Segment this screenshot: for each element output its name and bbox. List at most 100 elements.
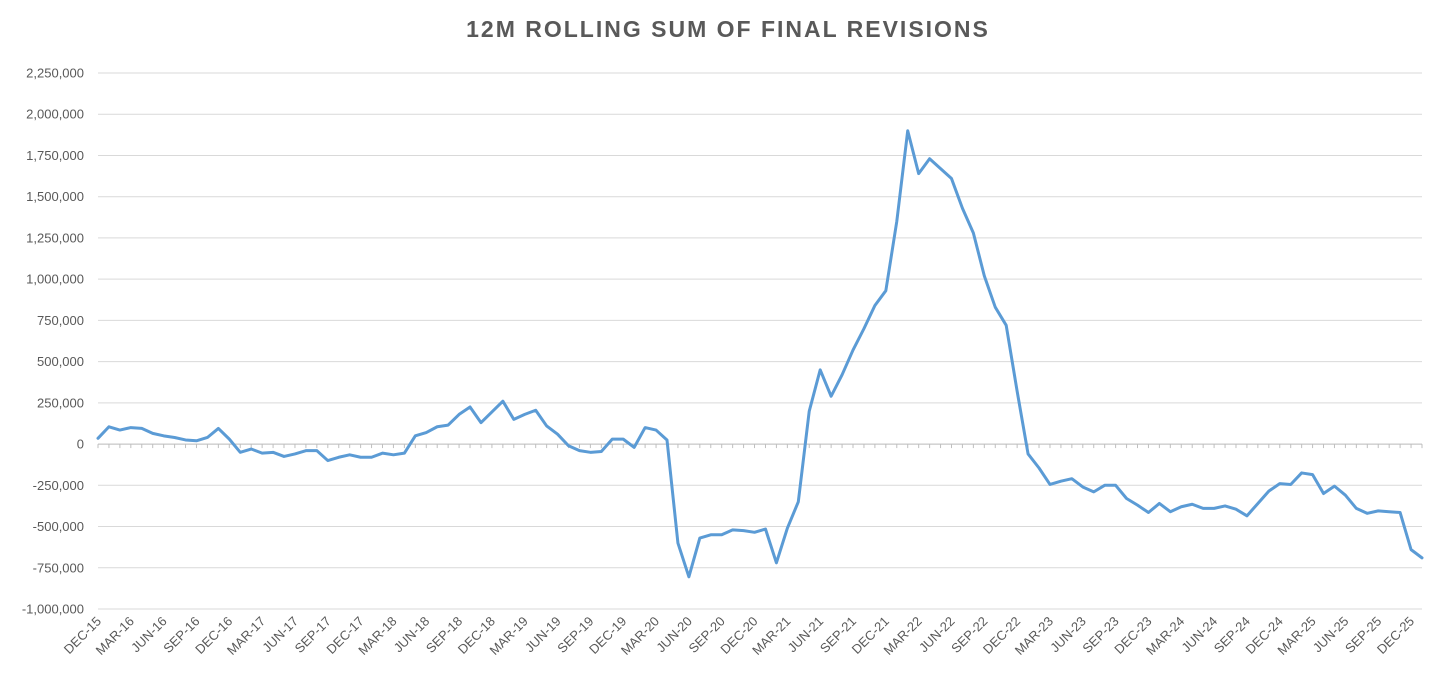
data-point [261, 452, 264, 455]
data-point [644, 426, 647, 429]
series-line [96, 129, 1424, 579]
data-point [272, 451, 275, 454]
data-point [928, 157, 931, 160]
data-point [742, 529, 745, 532]
data-point [195, 439, 198, 442]
gridlines [98, 72, 1422, 610]
data-point [107, 425, 110, 428]
data-point [1048, 483, 1051, 486]
data-point [862, 327, 865, 330]
data-point [1191, 503, 1194, 506]
data-point [239, 451, 242, 454]
data-point [578, 449, 581, 452]
data-point [490, 410, 493, 413]
data-point [917, 172, 920, 175]
y-tick-label: 500,000 [37, 354, 84, 369]
data-point [589, 451, 592, 454]
data-point [906, 129, 909, 132]
data-point [1114, 484, 1117, 487]
data-point [545, 424, 548, 427]
data-point [1234, 508, 1237, 511]
data-point [1136, 504, 1139, 507]
data-point [359, 456, 362, 459]
data-point [1388, 510, 1391, 513]
data-point [501, 400, 504, 403]
data-point [797, 500, 800, 503]
data-point [775, 561, 778, 564]
x-axis-labels: DEC-15MAR-16JUN-16SEP-16DEC-16MAR-17JUN-… [61, 614, 1417, 658]
data-point [206, 436, 209, 439]
data-point [895, 220, 898, 223]
data-point [370, 456, 373, 459]
data-point [534, 409, 537, 412]
data-point [1366, 512, 1369, 515]
data-point [129, 426, 132, 429]
data-point [118, 429, 121, 432]
data-point [1125, 497, 1128, 500]
data-point [283, 455, 286, 458]
data-point [753, 531, 756, 534]
y-tick-label: -1,000,000 [22, 602, 84, 617]
y-axis-labels: 2,250,000 2,000,000 1,750,000 1,500,000 1,25… [22, 66, 84, 617]
data-point [633, 446, 636, 449]
data-point [884, 289, 887, 292]
y-tick-label: -500,000 [33, 519, 84, 534]
data-point [961, 207, 964, 210]
data-point [1267, 490, 1270, 493]
data-point [458, 413, 461, 416]
data-point [709, 533, 712, 536]
data-point [173, 436, 176, 439]
data-point [939, 167, 942, 170]
data-point [1377, 509, 1380, 512]
y-tick-label: 250,000 [37, 395, 84, 410]
data-point [1213, 507, 1216, 510]
data-point [808, 410, 811, 413]
data-point [436, 425, 439, 428]
data-point [326, 459, 329, 462]
y-tick-label: 1,250,000 [26, 230, 84, 245]
data-point [469, 405, 472, 408]
data-point [972, 231, 975, 234]
series-layer [96, 129, 1424, 579]
data-point [676, 542, 679, 545]
data-point [1333, 485, 1336, 488]
y-tick-label: 1,500,000 [26, 189, 84, 204]
data-point [447, 424, 450, 427]
data-point [983, 274, 986, 277]
y-tick-label: 2,250,000 [26, 66, 84, 81]
data-point [1081, 485, 1084, 488]
data-point [1322, 492, 1325, 495]
y-tick-label: -250,000 [33, 478, 84, 493]
data-point [228, 438, 231, 441]
y-tick-label: 0 [77, 437, 84, 452]
y-tick-label: 1,000,000 [26, 272, 84, 287]
data-point [1410, 548, 1413, 551]
data-point [819, 368, 822, 371]
data-point [556, 433, 559, 436]
data-point [1147, 511, 1150, 514]
data-point [1278, 482, 1281, 485]
data-point [425, 431, 428, 434]
data-point [1300, 471, 1303, 474]
data-point [841, 373, 844, 376]
data-point [523, 413, 526, 416]
data-point [304, 449, 307, 452]
data-point [1256, 502, 1259, 505]
x-tick-label: DEC-25 [1374, 614, 1417, 657]
data-point [655, 429, 658, 432]
data-point [250, 448, 253, 451]
data-point [687, 575, 690, 578]
data-point [1016, 390, 1019, 393]
y-tick-label: 1,750,000 [26, 148, 84, 163]
data-point [873, 304, 876, 307]
data-point [1344, 494, 1347, 497]
data-point [1103, 484, 1106, 487]
data-point [403, 452, 406, 455]
data-point [381, 452, 384, 455]
axes [97, 443, 1423, 449]
data-point [217, 427, 220, 430]
y-tick-label: 750,000 [37, 313, 84, 328]
y-tick-label: 2,000,000 [26, 107, 84, 122]
